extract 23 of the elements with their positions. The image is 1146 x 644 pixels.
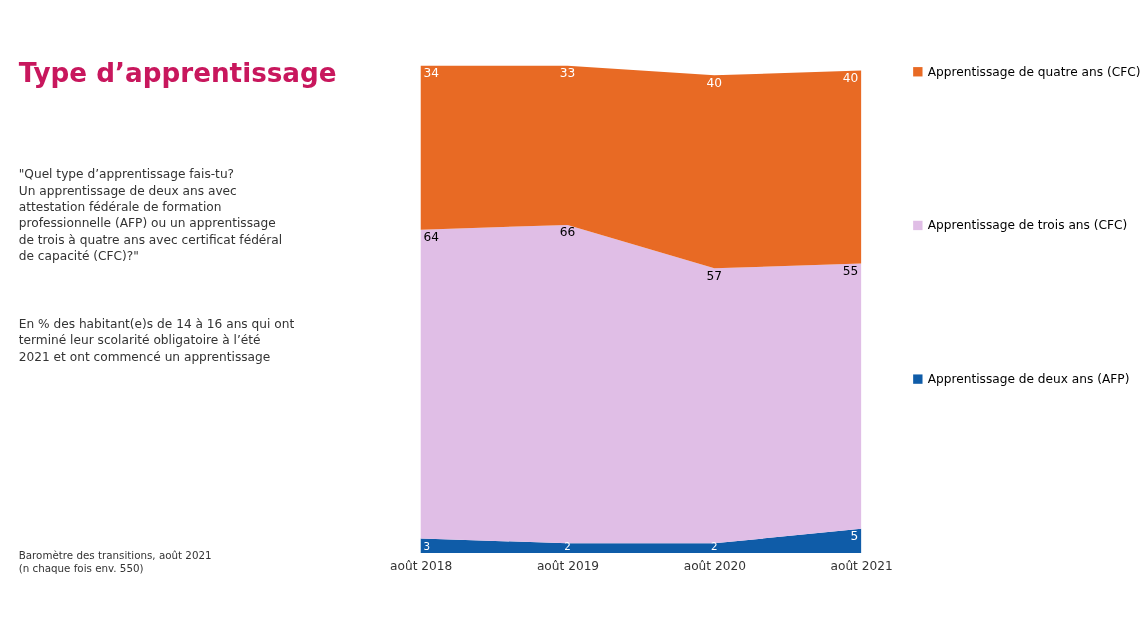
data-label: 64 xyxy=(423,229,440,244)
text: Type d’apprentissage xyxy=(18,57,337,88)
data-label: 5 xyxy=(850,529,859,544)
data-label: 57 xyxy=(706,268,723,283)
data-label: 55 xyxy=(842,263,859,278)
text: "Quel type d’apprentissage fais-tu? Un apprentissage de deux ans avec attestation fédérale de formation professionnelle (AFP) ou un apprentissage de trois à quatre ans avec certificat fédéral de capacité (CFC)?" xyxy=(18,167,283,264)
legend-label: Apprentissage de deux ans (AFP) xyxy=(927,371,1130,386)
data-label: 66 xyxy=(559,225,576,240)
data-label: 33 xyxy=(559,65,576,80)
legend-label: Apprentissage de quatre ans (CFC) xyxy=(927,64,1141,79)
x-tick-label: août 2020 xyxy=(683,559,746,574)
x-tick-label: août 2021 xyxy=(830,559,893,574)
x-tick-label: août 2018 xyxy=(390,559,453,574)
data-label: 40 xyxy=(706,75,723,90)
legend-label: Apprentissage de trois ans (CFC) xyxy=(927,218,1128,233)
data-label: 40 xyxy=(842,70,859,85)
data-label: 2 xyxy=(564,540,571,553)
data-label: 3 xyxy=(423,540,431,553)
text: Baromètre des transitions, août 2021 (n chaque fois env. 550) xyxy=(18,548,212,575)
text: En % des habitant(e)s de 14 à 16 ans qui ont terminé leur scolarité obligatoire à l’été 2021 et ont commencé un apprentissage xyxy=(18,317,295,364)
x-tick-label: août 2019 xyxy=(536,559,600,574)
data-label: 34 xyxy=(423,65,440,80)
data-label: 2 xyxy=(711,540,718,553)
